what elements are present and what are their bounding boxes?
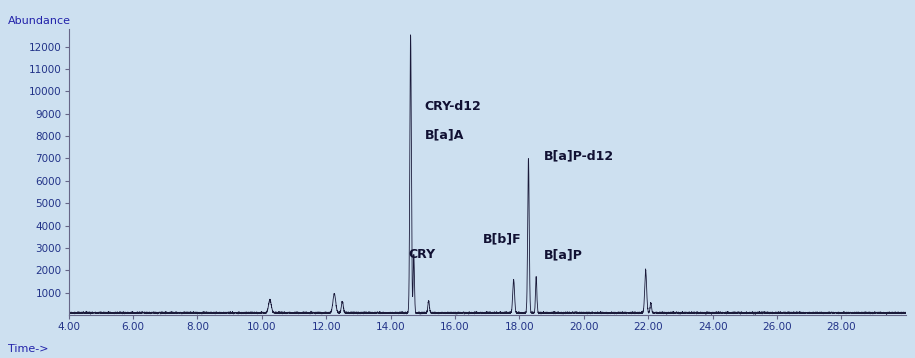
- Text: B[b]F: B[b]F: [482, 232, 521, 246]
- Text: B[a]P: B[a]P: [544, 248, 583, 261]
- Text: CRY-d12: CRY-d12: [425, 101, 481, 113]
- Text: Time->: Time->: [8, 344, 48, 354]
- Text: B[a]P-d12: B[a]P-d12: [544, 150, 614, 163]
- Text: CRY: CRY: [408, 248, 436, 261]
- Text: Abundance: Abundance: [8, 16, 71, 26]
- Text: B[a]A: B[a]A: [425, 129, 464, 141]
